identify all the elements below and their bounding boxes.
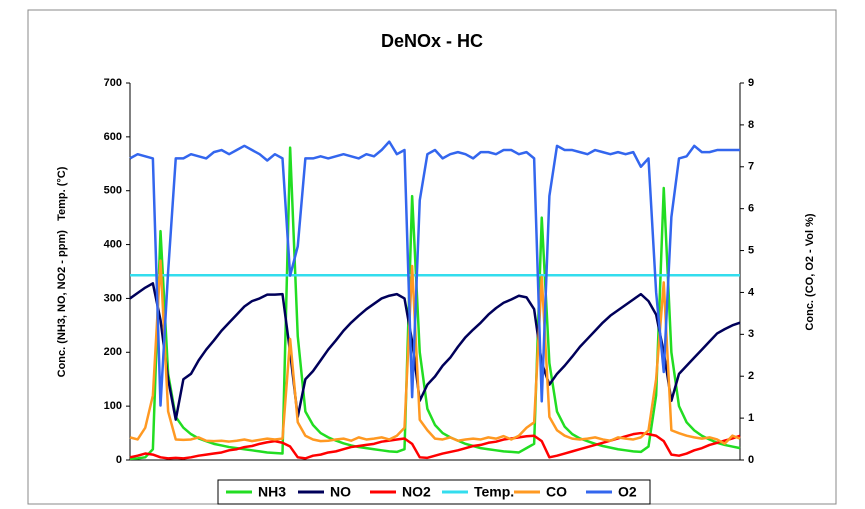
series-line <box>129 431 741 460</box>
y2-tick-label: 0 <box>748 454 754 466</box>
y-tick-label: 400 <box>104 238 122 250</box>
series-line <box>129 146 741 461</box>
y-tick-label: 300 <box>104 292 122 304</box>
y2-tick-label: 4 <box>748 286 755 298</box>
y2-tick-label: 3 <box>748 328 754 340</box>
chart-frame <box>27 9 837 505</box>
y-tick-label: 600 <box>104 131 122 143</box>
y-axis-label: Conc. (NH3, NO, NO2 - ppm) Temp. (°C) <box>56 166 68 377</box>
y2-axis-label: Conc. (CO, O2 - Vol %) <box>804 213 816 330</box>
legend-label: O2 <box>618 484 637 500</box>
y2-tick-label: 7 <box>748 161 754 173</box>
series-line <box>129 282 741 421</box>
chart-title: DeNOx - HC <box>381 31 483 51</box>
y-tick-label: 0 <box>116 454 122 466</box>
y-tick-label: 500 <box>104 185 122 197</box>
y-tick-label: 100 <box>104 400 122 412</box>
y-tick-label: 700 <box>104 77 122 89</box>
y2-tick-label: 8 <box>748 119 754 131</box>
legend-box <box>217 479 651 505</box>
series-line <box>129 259 741 445</box>
legend-label: NO2 <box>402 484 431 500</box>
y-tick-label: 200 <box>104 346 122 358</box>
legend-label: Temp. <box>474 484 514 500</box>
y2-tick-label: 2 <box>748 370 754 382</box>
y2-tick-label: 5 <box>748 244 754 256</box>
y2-tick-label: 6 <box>748 203 754 215</box>
legend-label: CO <box>546 484 567 500</box>
legend-label: NO <box>330 484 351 500</box>
y2-tick-label: 9 <box>748 77 754 89</box>
y2-tick-label: 1 <box>748 412 754 424</box>
series-line <box>129 140 740 407</box>
legend-label: NH3 <box>258 484 286 500</box>
